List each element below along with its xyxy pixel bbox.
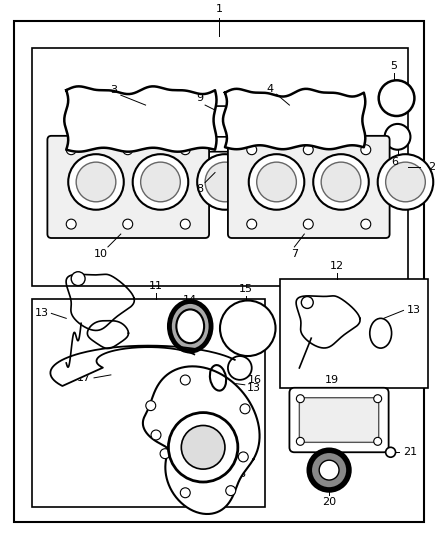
Circle shape <box>379 80 414 116</box>
Text: 17: 17 <box>77 373 91 383</box>
Circle shape <box>321 162 361 202</box>
FancyBboxPatch shape <box>290 388 389 453</box>
Circle shape <box>313 154 369 209</box>
Circle shape <box>180 488 190 498</box>
Text: 8: 8 <box>197 184 204 195</box>
Bar <box>279 279 428 388</box>
Text: 12: 12 <box>330 261 344 271</box>
Circle shape <box>301 296 313 309</box>
Text: 7: 7 <box>291 249 298 259</box>
Polygon shape <box>50 345 235 386</box>
Text: 18: 18 <box>233 469 247 479</box>
Polygon shape <box>223 89 365 149</box>
Text: 20: 20 <box>322 497 336 507</box>
Circle shape <box>257 162 297 202</box>
Bar <box>32 47 409 286</box>
Text: 11: 11 <box>148 280 162 290</box>
Circle shape <box>146 401 156 410</box>
Circle shape <box>180 219 190 229</box>
Bar <box>32 298 265 507</box>
Circle shape <box>228 356 252 380</box>
Circle shape <box>76 162 116 202</box>
Text: 6: 6 <box>391 157 398 167</box>
Circle shape <box>180 145 190 155</box>
Text: 9: 9 <box>197 93 204 103</box>
Text: 4: 4 <box>266 84 273 94</box>
Text: 16: 16 <box>248 375 262 385</box>
Text: 14: 14 <box>183 295 197 305</box>
Text: 5: 5 <box>390 61 397 71</box>
Circle shape <box>378 154 433 209</box>
Text: 2: 2 <box>428 161 435 172</box>
Circle shape <box>66 219 76 229</box>
Circle shape <box>309 450 349 490</box>
FancyBboxPatch shape <box>228 136 390 238</box>
Circle shape <box>160 449 170 458</box>
Ellipse shape <box>370 318 392 348</box>
Polygon shape <box>143 366 260 514</box>
Text: 13: 13 <box>35 309 48 318</box>
Circle shape <box>220 301 276 356</box>
Text: 3: 3 <box>110 85 117 95</box>
Text: 10: 10 <box>94 249 108 259</box>
Circle shape <box>385 124 410 150</box>
Ellipse shape <box>210 365 226 391</box>
Circle shape <box>181 425 225 469</box>
FancyBboxPatch shape <box>47 136 209 238</box>
Circle shape <box>385 162 425 202</box>
Circle shape <box>319 460 339 480</box>
Circle shape <box>303 145 313 155</box>
Text: 13: 13 <box>247 383 261 393</box>
Text: 21: 21 <box>403 447 417 457</box>
Circle shape <box>297 438 304 445</box>
Circle shape <box>374 395 381 402</box>
Circle shape <box>361 145 371 155</box>
Text: 1: 1 <box>215 4 223 14</box>
FancyBboxPatch shape <box>203 152 231 177</box>
Circle shape <box>247 219 257 229</box>
Circle shape <box>385 447 396 457</box>
Circle shape <box>151 430 161 440</box>
Circle shape <box>374 438 381 445</box>
Circle shape <box>205 162 245 202</box>
Circle shape <box>238 452 248 462</box>
Circle shape <box>361 219 371 229</box>
FancyBboxPatch shape <box>203 106 231 137</box>
FancyBboxPatch shape <box>299 398 379 442</box>
Circle shape <box>169 413 238 482</box>
Circle shape <box>240 404 250 414</box>
Circle shape <box>141 162 180 202</box>
Circle shape <box>297 395 304 402</box>
Circle shape <box>71 272 85 286</box>
Circle shape <box>66 145 76 155</box>
Circle shape <box>123 219 133 229</box>
Text: 19: 19 <box>325 375 339 385</box>
Text: 13: 13 <box>406 305 420 316</box>
Circle shape <box>133 154 188 209</box>
Circle shape <box>180 375 190 385</box>
Ellipse shape <box>170 302 211 351</box>
Text: 15: 15 <box>239 284 253 294</box>
Circle shape <box>303 219 313 229</box>
Circle shape <box>226 486 236 496</box>
Polygon shape <box>64 86 216 152</box>
Circle shape <box>123 145 133 155</box>
Circle shape <box>68 154 124 209</box>
Circle shape <box>197 154 253 209</box>
Circle shape <box>247 145 257 155</box>
Circle shape <box>249 154 304 209</box>
Ellipse shape <box>177 310 204 343</box>
